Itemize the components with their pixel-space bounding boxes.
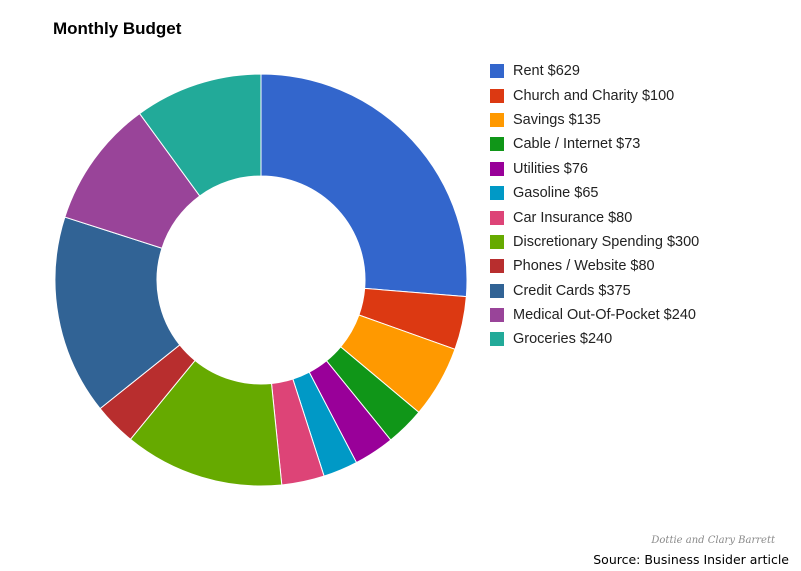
legend-item: Utilities $76: [490, 157, 699, 181]
chart-legend: Rent $629 Church and Charity $100 Savings …: [490, 59, 699, 352]
legend-item: Car Insurance $80: [490, 205, 699, 229]
legend-item: Savings $135: [490, 108, 699, 132]
legend-item: Cable / Internet $73: [490, 132, 699, 156]
legend-item: Groceries $240: [490, 327, 699, 351]
legend-label: Medical Out-Of-Pocket $240: [513, 307, 696, 324]
legend-label: Rent $629: [513, 63, 580, 80]
legend-item: Discretionary Spending $300: [490, 230, 699, 254]
legend-swatch: [490, 64, 504, 79]
legend-swatch: [490, 283, 504, 298]
legend-label: Groceries $240: [513, 331, 613, 348]
source-note: Source: Business Insider article: [593, 552, 789, 567]
legend-item: Credit Cards $375: [490, 279, 699, 303]
legend-item: Rent $629: [490, 59, 699, 83]
legend-label: Church and Charity $100: [513, 87, 675, 104]
legend-label: Credit Cards $375: [513, 282, 631, 299]
legend-label: Utilities $76: [513, 160, 588, 177]
legend-swatch: [490, 259, 504, 274]
chart-title: Monthly Budget: [53, 19, 182, 38]
legend-swatch: [490, 112, 504, 127]
legend-swatch: [490, 210, 504, 225]
legend-label: Discretionary Spending $300: [513, 233, 700, 250]
legend-swatch: [490, 161, 504, 176]
legend-swatch: [490, 186, 504, 201]
image-credit: Dottie and Clary Barrett: [651, 535, 775, 546]
donut-slice-12: [138, 73, 262, 197]
donut-slice-1: [260, 73, 468, 298]
legend-item: Church and Charity $100: [490, 83, 699, 107]
legend-swatch: [490, 234, 504, 249]
legend-label: Savings $135: [513, 111, 601, 128]
legend-label: Cable / Internet $73: [513, 136, 641, 153]
legend-swatch: [490, 88, 504, 103]
legend-label: Car Insurance $80: [513, 209, 633, 226]
legend-swatch: [490, 137, 504, 152]
legend-label: Gasoline $65: [513, 185, 599, 202]
legend-swatch: [490, 332, 504, 347]
legend-item: Gasoline $65: [490, 181, 699, 205]
legend-item: Medical Out-Of-Pocket $240: [490, 303, 699, 327]
legend-item: Phones / Website $80: [490, 254, 699, 278]
legend-label: Phones / Website $80: [513, 258, 655, 275]
legend-swatch: [490, 308, 504, 323]
